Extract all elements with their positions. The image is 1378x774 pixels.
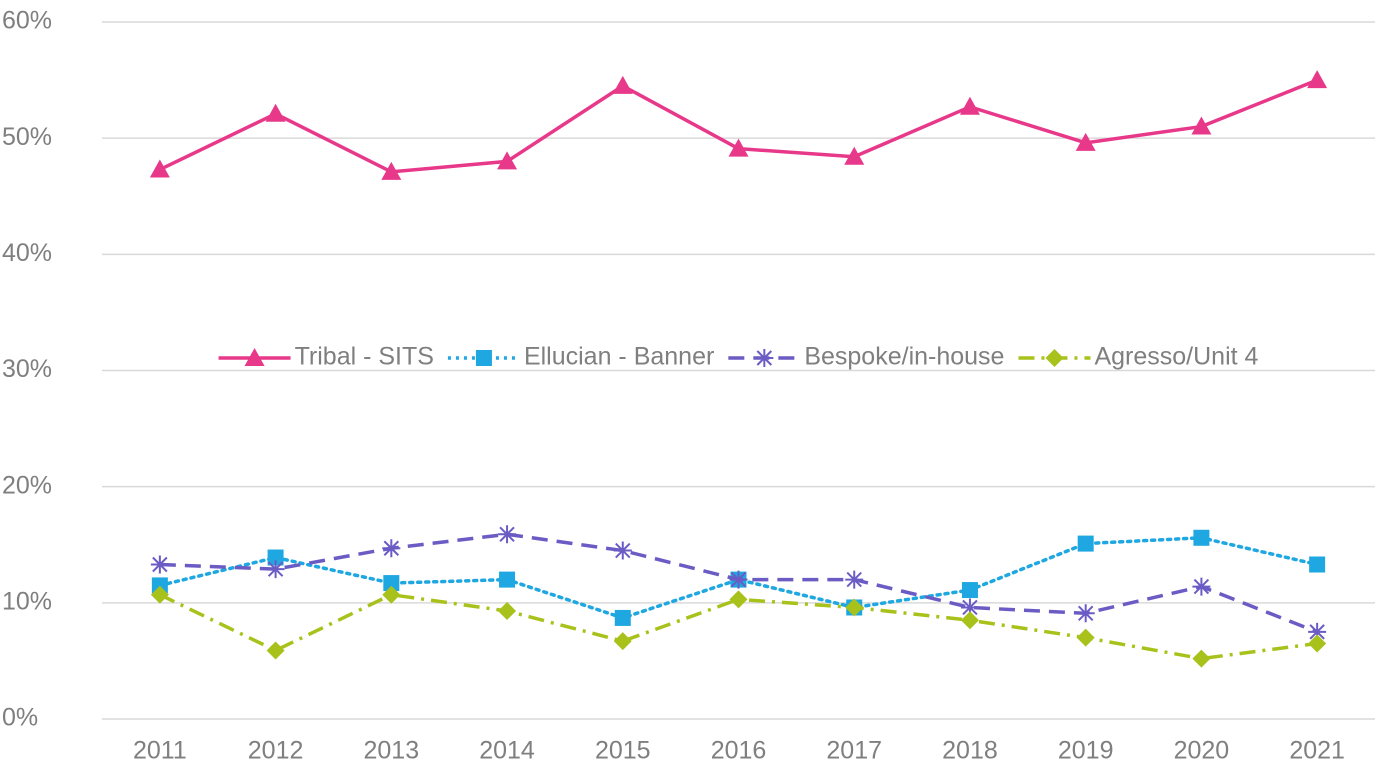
marker — [1191, 116, 1212, 135]
x-tick-label: 2018 — [942, 737, 998, 765]
x-tick-label: 2014 — [479, 737, 535, 765]
y-tick-label: 50% — [2, 123, 52, 151]
marker — [497, 151, 518, 170]
marker — [149, 159, 170, 178]
marker — [498, 601, 517, 620]
marker — [1076, 628, 1095, 647]
legend-label: Tribal - SITS — [295, 343, 434, 371]
marker — [381, 161, 402, 180]
marker — [613, 632, 632, 651]
marker — [498, 525, 517, 544]
marker — [755, 349, 774, 367]
marker — [961, 582, 978, 599]
marker — [845, 570, 864, 589]
marker — [613, 541, 632, 560]
marker — [614, 609, 631, 626]
marker — [1309, 556, 1326, 573]
marker — [729, 570, 748, 589]
marker — [1192, 649, 1211, 668]
marker — [1076, 604, 1095, 623]
marker — [265, 103, 286, 122]
marker — [499, 571, 516, 588]
marker — [382, 585, 401, 604]
marker — [475, 350, 492, 366]
marker — [729, 590, 748, 609]
x-tick-label: 2021 — [1289, 737, 1345, 765]
y-tick-label: 10% — [2, 587, 52, 615]
marker — [728, 138, 749, 157]
marker — [266, 641, 285, 660]
marker — [1307, 70, 1328, 89]
x-tick-label: 2019 — [1058, 737, 1114, 765]
series-line — [159, 592, 1318, 661]
marker — [1308, 622, 1327, 641]
x-tick-label: 2016 — [711, 737, 767, 765]
x-tick-label: 2017 — [826, 737, 882, 765]
marker — [1308, 634, 1327, 653]
marker — [383, 575, 400, 592]
legend-label: Ellucian - Banner — [524, 343, 714, 371]
marker — [845, 598, 864, 617]
marker — [1075, 132, 1096, 151]
marker — [244, 348, 265, 366]
marker — [960, 611, 979, 630]
y-tick-label: 40% — [2, 239, 52, 267]
marker — [1192, 577, 1211, 596]
marker — [612, 75, 633, 94]
marker — [959, 96, 980, 115]
legend-label: Agresso/Unit 4 — [1094, 343, 1258, 371]
marker — [151, 577, 168, 594]
series-line — [158, 536, 1319, 620]
marker — [267, 549, 284, 566]
x-tick-label: 2012 — [248, 737, 304, 765]
marker — [150, 555, 169, 574]
marker — [960, 598, 979, 617]
y-tick-label: 0% — [2, 704, 38, 732]
series-line — [159, 78, 1318, 174]
marker — [266, 560, 285, 579]
marker — [1193, 529, 1210, 546]
x-tick-label: 2013 — [364, 737, 420, 765]
marker — [150, 585, 169, 604]
y-tick-label: 60% — [2, 7, 52, 35]
legend: Tribal - SITS Ellucian - Banner Bespoke/in… — [218, 343, 1259, 371]
y-tick-label: 20% — [2, 471, 52, 499]
marker — [844, 146, 865, 165]
marker — [1045, 349, 1064, 367]
x-tick-label: 2015 — [595, 737, 651, 765]
legend-label: Bespoke/in-house — [804, 343, 1004, 371]
marker — [382, 539, 401, 558]
y-tick-label: 30% — [2, 355, 52, 383]
x-tick-label: 2020 — [1174, 737, 1230, 765]
marker — [1077, 535, 1094, 552]
x-tick-label: 2011 — [133, 737, 187, 765]
